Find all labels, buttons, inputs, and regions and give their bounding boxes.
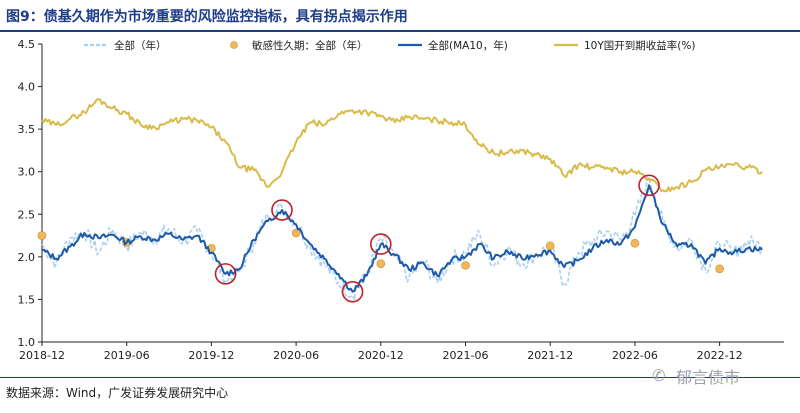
series-marker (376, 259, 386, 268)
x-tick-label: 2022-12 (697, 349, 743, 362)
series-marker (630, 238, 640, 248)
series-marker (291, 228, 301, 238)
y-tick-label: 2.5 (18, 208, 36, 221)
x-tick-label: 2020-06 (273, 349, 319, 362)
watermark: 郁言债市 (676, 368, 741, 387)
legend-swatch (230, 41, 238, 49)
axes: 1.0 1.5 2.0 2.5 3.0 3.5 4.0 4.5 2018-12 2019-06 20… (18, 38, 784, 362)
turning-point-circle (271, 199, 293, 221)
annotation-group (214, 174, 660, 303)
title-divider (0, 30, 800, 32)
y-tick-label: 3.0 (18, 166, 36, 179)
y-tick-label: 4.5 (18, 38, 36, 51)
turning-point-circle (370, 233, 392, 255)
x-tick-label: 2019-06 (104, 349, 150, 362)
chart-title: 图9：债基久期作为市场重要的风险监控指标，具有拐点揭示作用 (6, 9, 408, 25)
wechat-icon: ✆ (652, 366, 666, 385)
legend-label: 敏感性久期：全部（年） (252, 39, 368, 52)
turning-point-circle (638, 174, 660, 197)
x-tick-label: 2022-06 (612, 349, 658, 362)
legend-label: 全部（年） (114, 39, 167, 52)
series-line (41, 98, 763, 193)
series-line (41, 176, 763, 301)
turning-point-circle (214, 263, 237, 285)
legend-label: 10Y国开到期收益率(%) (584, 39, 695, 52)
x-tick-label: 2019-12 (188, 349, 234, 362)
turning-point-circle (341, 280, 364, 303)
series-marker (715, 264, 724, 274)
y-tick-label: 4.0 (18, 81, 36, 94)
legend: 全部（年） 敏感性久期：全部（年） 全部(MA10，年) 10Y国开到期收益率(%) (84, 39, 695, 52)
series-marker (461, 261, 470, 270)
x-tick-label: 2020-12 (358, 349, 404, 362)
x-tick-label: 2018-12 (19, 349, 65, 362)
y-tick-label: 1.0 (18, 336, 36, 349)
x-tick-label: 2021-12 (527, 349, 573, 362)
y-tick-label: 2.0 (18, 251, 36, 264)
series-line (41, 184, 763, 293)
x-tick-label: 2021-06 (443, 349, 489, 362)
chart-canvas: 1.0 1.5 2.0 2.5 3.0 3.5 4.0 4.5 2018-12 2019-06 20… (18, 38, 784, 362)
series-marker (37, 231, 47, 240)
source-note: 数据来源：Wind，广发证券发展研究中心 (6, 386, 229, 400)
source-divider (0, 377, 800, 378)
series-marker (545, 241, 555, 251)
legend-label: 全部(MA10，年) (428, 39, 508, 52)
y-tick-label: 1.5 (18, 293, 36, 306)
y-tick-label: 3.5 (18, 123, 36, 136)
series-group (37, 98, 763, 301)
